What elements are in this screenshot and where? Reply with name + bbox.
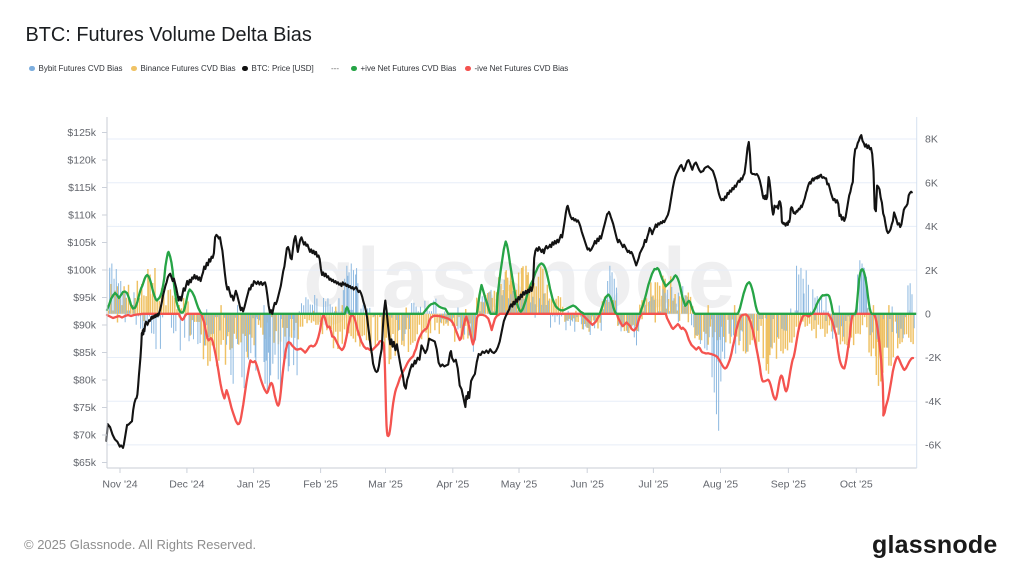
svg-text:$125k: $125k — [67, 127, 96, 139]
svg-text:$65k: $65k — [73, 457, 97, 469]
svg-text:Oct '25: Oct '25 — [840, 479, 873, 491]
svg-text:$75k: $75k — [73, 402, 97, 414]
svg-text:$85k: $85k — [73, 347, 97, 359]
svg-text:$95k: $95k — [73, 292, 97, 304]
svg-text:Mar '25: Mar '25 — [368, 479, 403, 491]
svg-text:Aug '25: Aug '25 — [703, 479, 738, 491]
svg-text:$100k: $100k — [67, 265, 96, 277]
svg-text:6K: 6K — [925, 177, 938, 189]
svg-text:$105k: $105k — [67, 237, 96, 249]
svg-text:-6K: -6K — [925, 440, 941, 452]
svg-text:4K: 4K — [925, 221, 938, 233]
svg-text:Apr '25: Apr '25 — [436, 479, 469, 491]
svg-text:2K: 2K — [925, 265, 938, 277]
svg-text:May '25: May '25 — [501, 479, 538, 491]
svg-text:Jul '25: Jul '25 — [638, 479, 668, 491]
svg-text:Jun '25: Jun '25 — [570, 479, 604, 491]
svg-text:-4K: -4K — [925, 396, 941, 408]
svg-text:$70k: $70k — [73, 430, 97, 442]
svg-text:$115k: $115k — [68, 182, 97, 194]
svg-text:8K: 8K — [925, 134, 938, 146]
svg-text:Jan '25: Jan '25 — [237, 479, 271, 491]
svg-text:Dec '24: Dec '24 — [169, 479, 204, 491]
svg-text:$120k: $120k — [67, 155, 96, 167]
svg-text:$90k: $90k — [73, 320, 97, 332]
svg-text:$80k: $80k — [73, 375, 97, 387]
svg-text:Feb '25: Feb '25 — [303, 479, 338, 491]
svg-text:-2K: -2K — [925, 352, 941, 364]
svg-text:$110k: $110k — [68, 210, 97, 222]
svg-text:Nov '24: Nov '24 — [102, 479, 137, 491]
svg-text:0: 0 — [925, 309, 931, 321]
svg-text:Sep '25: Sep '25 — [771, 479, 806, 491]
